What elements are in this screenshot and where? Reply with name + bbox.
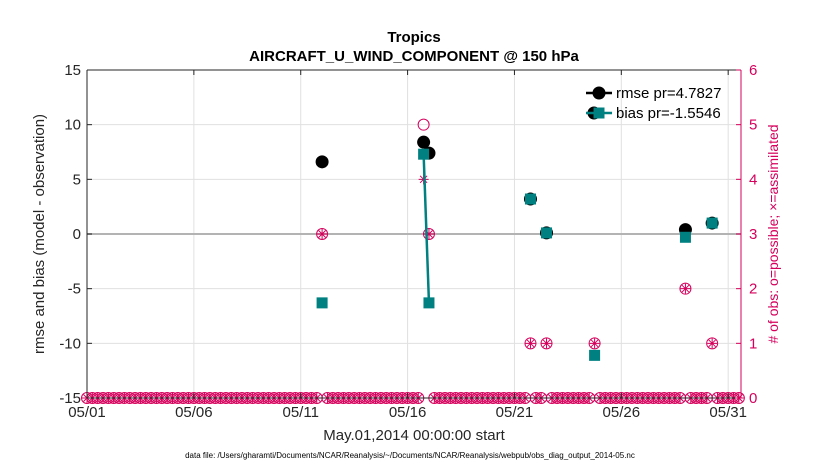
y2-axis-label: # of obs: o=possible; ×=assimilated	[765, 124, 781, 343]
y-tick-label: -10	[59, 335, 81, 352]
bias-point	[679, 231, 691, 243]
bias-point	[316, 297, 328, 309]
obs-assimilated-marker	[707, 338, 718, 349]
y2-tick-label: 6	[749, 62, 757, 79]
y-tick-label: 5	[73, 171, 81, 188]
x-tick-label: 05/26	[603, 404, 641, 421]
bias-line	[422, 154, 431, 303]
legend-bias-marker	[593, 107, 605, 119]
y2-tick-label: 0	[749, 390, 757, 407]
bias-point	[524, 193, 536, 205]
x-tick-label: 05/11	[283, 404, 319, 421]
y2-tick-label: 4	[749, 171, 757, 188]
y-tick-label: 10	[64, 117, 81, 134]
legend-rmse-marker	[592, 86, 606, 100]
obs-assimilated-marker	[680, 283, 691, 294]
obs-possible-marker	[524, 337, 537, 350]
x-tick-label: 05/01	[68, 404, 106, 421]
obs-possible-marker	[417, 118, 430, 131]
y2-tick-label: 5	[749, 117, 757, 134]
obs-possible-marker	[316, 228, 329, 240]
y2-tick-label: 2	[749, 281, 757, 298]
x-tick-label: 05/31	[709, 404, 747, 421]
obs-possible-marker	[706, 337, 719, 350]
y-tick-label: 15	[64, 62, 81, 79]
y2-tick-label: 3	[749, 226, 757, 243]
bias-point	[423, 297, 435, 309]
x-tick-label: 05/06	[175, 404, 213, 421]
obs-possible-marker	[679, 282, 692, 295]
bias-point	[418, 148, 430, 160]
y-tick-label: 0	[73, 226, 81, 243]
obs-assimilated-marker	[541, 338, 552, 349]
obs-assimilated-marker	[525, 338, 536, 349]
x-tick-label: 05/16	[389, 404, 427, 421]
rmse-point	[315, 155, 329, 169]
x-tick-label: 05/21	[496, 404, 534, 421]
obs-assimilated-marker	[423, 229, 434, 239]
y-tick-label: -5	[68, 281, 81, 298]
chart-title: Tropics	[387, 29, 440, 46]
bias-point	[706, 217, 718, 229]
y-tick-label: -15	[59, 390, 81, 407]
obs-possible-marker	[422, 228, 435, 240]
legend: rmse pr=4.7827 bias pr=-1.5546	[586, 85, 721, 122]
x-axis-label: May.01,2014 00:00:00 start	[323, 427, 505, 444]
obs-assimilated-marker	[317, 229, 328, 239]
bias-point	[589, 349, 601, 361]
chart-subtitle: AIRCRAFT_U_WIND_COMPONENT @ 150 hPa	[249, 48, 579, 65]
axes: 05/01 05/06 05/11 05/16 05/21 05/26 05/31 -15 -1…	[59, 62, 757, 421]
bias-point	[541, 227, 553, 239]
series-layer	[81, 118, 745, 404]
obs-assimilated-marker	[589, 338, 600, 349]
obs-possible-marker	[588, 337, 601, 350]
rmse-point	[417, 135, 431, 149]
footnote: data file: /Users/gharamti/Documents/NCA…	[185, 451, 635, 460]
legend-rmse-label: rmse pr=4.7827	[616, 85, 721, 102]
y2-tick-label: 1	[749, 335, 757, 352]
y-axis-label: rmse and bias (model - observation)	[31, 114, 48, 354]
legend-bias-label: bias pr=-1.5546	[616, 105, 721, 122]
obs-possible-marker	[540, 337, 553, 350]
